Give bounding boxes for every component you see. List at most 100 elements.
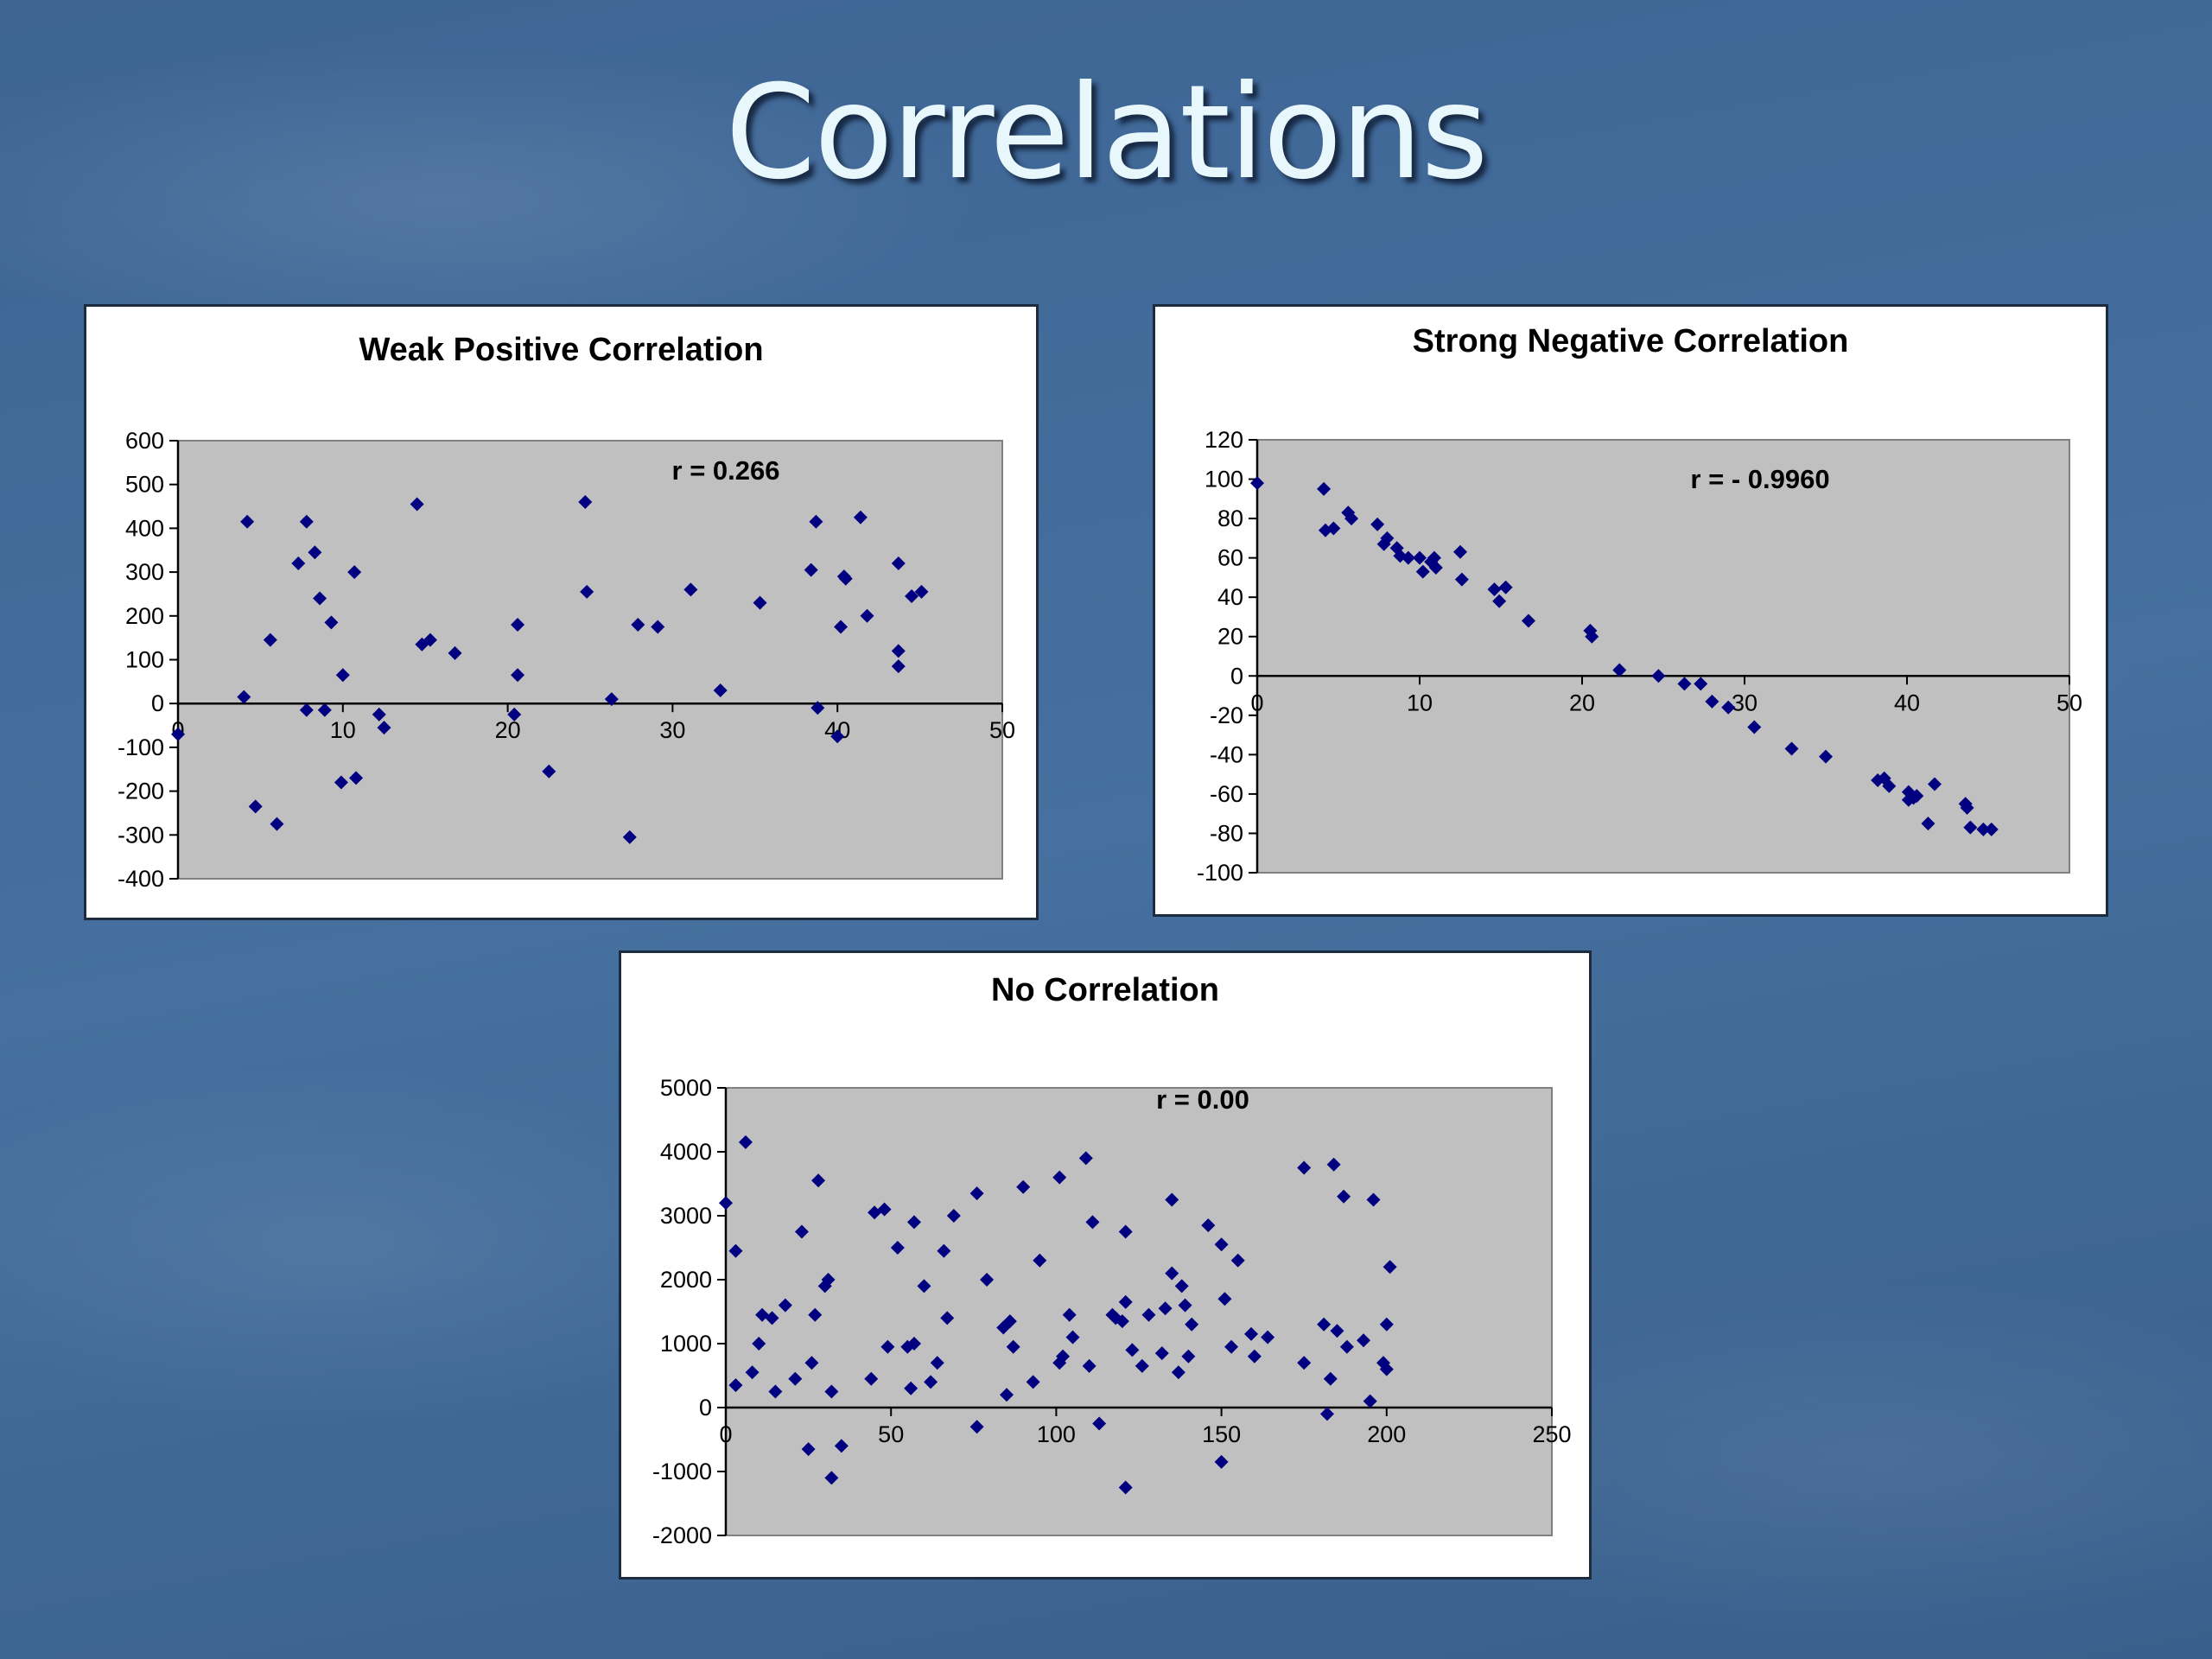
x-tick-label: 20	[1569, 690, 1595, 715]
data-point	[808, 1307, 823, 1322]
data-point	[788, 1371, 803, 1386]
data-point	[1492, 594, 1507, 608]
data-point	[448, 645, 462, 660]
data-point	[1154, 1346, 1169, 1361]
chart-no-correlation: No Correlation 5000 4000 3000 2000 1000 0 -1000…	[619, 950, 1592, 1580]
y-tick-label: 1000	[660, 1331, 712, 1357]
data-point	[377, 721, 391, 735]
y-tick-label: 600	[125, 428, 164, 454]
data-point	[891, 644, 906, 658]
data-point	[1976, 822, 1991, 836]
y-tick-label: 0	[1230, 663, 1243, 689]
y-tick-label: 120	[1205, 427, 1243, 453]
data-point	[719, 1196, 733, 1211]
data-point	[308, 545, 322, 560]
x-tick-label: 50	[989, 717, 1015, 743]
data-point	[334, 775, 348, 790]
data-point	[1694, 677, 1708, 691]
chart-strong-negative: Strong Negative Correlation 120 100 80 60 40 2…	[1153, 304, 2108, 917]
x-tick-label: 20	[495, 717, 521, 743]
data-point	[1357, 1333, 1371, 1348]
y-tick-label: -80	[1210, 820, 1243, 846]
data-point	[924, 1375, 938, 1389]
data-point	[1882, 779, 1897, 793]
x-tick-label: 50	[2056, 690, 2082, 715]
data-point	[1118, 1294, 1133, 1309]
correlation-annotation: r = 0.266	[672, 455, 780, 486]
data-point	[1370, 517, 1385, 531]
data-point	[930, 1356, 944, 1370]
y-tick-label: 0	[699, 1395, 712, 1421]
data-point	[1062, 1307, 1077, 1322]
data-point	[1382, 1260, 1397, 1274]
y-tick-label: -100	[118, 734, 164, 760]
data-point	[914, 584, 929, 599]
data-point	[1165, 1266, 1179, 1281]
y-tick-label: -200	[118, 779, 164, 804]
data-point	[794, 1224, 809, 1239]
data-point	[1214, 1237, 1229, 1252]
data-point	[1006, 1339, 1020, 1354]
data-point	[349, 771, 364, 785]
data-point	[604, 692, 619, 707]
y-tick-label: 4000	[660, 1139, 712, 1165]
data-point	[1033, 1253, 1047, 1268]
data-point	[778, 1298, 792, 1313]
chart-title: Strong Negative Correlation	[1413, 323, 1849, 359]
data-point	[1583, 623, 1598, 638]
chart-svg: No Correlation500040003000200010000-1000…	[652, 972, 1572, 1548]
data-point	[1380, 531, 1395, 545]
y-tick-label: 300	[125, 559, 164, 585]
data-point	[838, 571, 853, 586]
data-point	[1960, 800, 1974, 815]
data-point	[1185, 1317, 1199, 1332]
data-point	[1052, 1356, 1067, 1370]
data-point	[824, 1471, 839, 1485]
data-point	[728, 1378, 743, 1393]
data-point	[1115, 1314, 1129, 1329]
y-tick-label: -400	[118, 866, 164, 892]
data-point	[900, 1339, 915, 1354]
data-point	[1217, 1292, 1232, 1306]
y-tick-label: 100	[1205, 467, 1243, 493]
data-point	[980, 1273, 995, 1287]
x-tick-label: 10	[1407, 690, 1433, 715]
data-point	[1415, 564, 1430, 579]
y-tick-label: -20	[1210, 702, 1243, 728]
data-point	[768, 1384, 783, 1399]
data-point	[1784, 741, 1799, 756]
data-point	[1026, 1375, 1040, 1389]
y-tick-label: 5000	[660, 1075, 712, 1101]
y-tick-label: 100	[125, 647, 164, 673]
data-point	[299, 702, 314, 717]
x-tick-label: 0	[719, 1421, 732, 1447]
data-point	[1984, 822, 1999, 836]
data-point	[410, 497, 424, 512]
y-tick-label: -1000	[652, 1459, 712, 1484]
data-point	[1341, 505, 1356, 520]
data-point	[810, 701, 825, 715]
data-point	[1141, 1307, 1156, 1322]
y-tick-label: 3000	[660, 1203, 712, 1229]
data-point	[335, 668, 350, 683]
data-point	[324, 615, 339, 630]
data-point	[864, 1371, 879, 1386]
data-point	[511, 668, 525, 683]
data-point	[1125, 1343, 1140, 1357]
data-point	[821, 1273, 836, 1287]
y-tick-label: -40	[1210, 741, 1243, 767]
plot-area	[725, 1087, 1553, 1536]
data-point	[1230, 1253, 1245, 1268]
data-point	[1721, 700, 1736, 715]
data-point	[651, 620, 665, 634]
data-point	[880, 1339, 895, 1354]
data-point	[1413, 550, 1427, 565]
data-point	[891, 659, 906, 674]
data-point	[578, 494, 593, 509]
data-point	[752, 1337, 766, 1351]
x-tick-label: 100	[1037, 1421, 1076, 1447]
data-point	[1317, 481, 1332, 496]
data-point	[824, 1384, 839, 1399]
data-point	[313, 591, 327, 606]
data-point	[171, 727, 185, 741]
